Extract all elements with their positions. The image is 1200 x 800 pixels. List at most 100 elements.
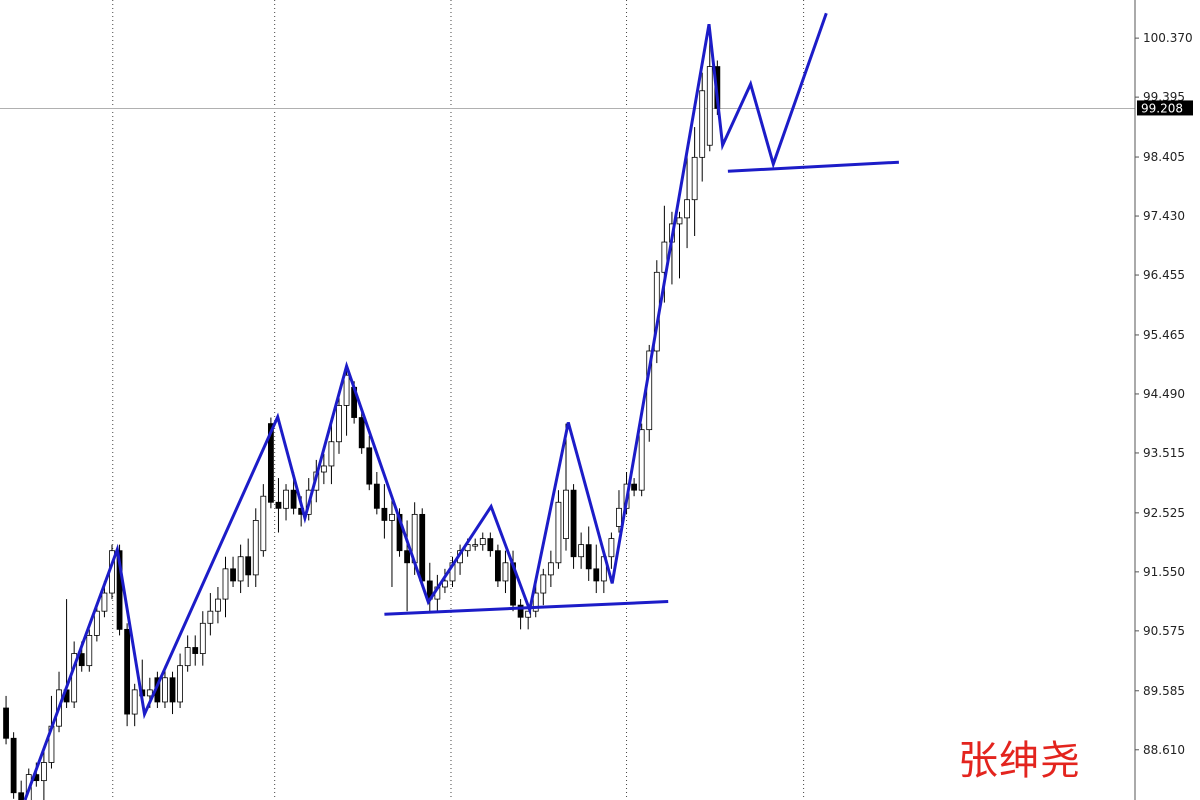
candle	[608, 532, 615, 569]
candle-body-bull	[146, 689, 153, 697]
candle-body-bear	[116, 550, 123, 630]
candle	[199, 611, 206, 666]
candle-body-bear	[78, 653, 85, 667]
candle-body-bull	[86, 635, 93, 667]
candle-body-bear	[404, 550, 410, 564]
candle	[638, 423, 645, 497]
candle	[616, 490, 622, 533]
candle	[245, 538, 252, 587]
candle-body-bull	[676, 217, 683, 225]
candle	[320, 453, 327, 485]
candle-body-bear	[366, 447, 373, 485]
candle	[366, 435, 373, 491]
candle-body-bull	[215, 598, 221, 612]
candle-body-bull	[184, 647, 191, 667]
candle	[222, 556, 229, 618]
candle	[260, 484, 267, 557]
candle	[343, 369, 350, 436]
candle	[169, 671, 176, 715]
candle-body-bull	[131, 689, 138, 715]
candle-body-bear	[494, 550, 501, 582]
candle-body-bull	[578, 544, 585, 558]
candle-body-bull	[207, 610, 214, 624]
candle-body-bull	[532, 592, 539, 612]
candle	[691, 127, 698, 237]
y-tick-label: 90.575	[1143, 624, 1185, 638]
zigzag	[23, 12, 828, 800]
candle	[71, 641, 78, 709]
candle-body-bear	[631, 483, 638, 491]
candle-body-bear	[358, 417, 365, 449]
candle	[184, 635, 191, 672]
candle	[162, 665, 168, 709]
current-price-label: 99.208	[1141, 101, 1183, 115]
candle-body-bear	[275, 501, 282, 509]
candle	[494, 544, 501, 587]
candle	[563, 423, 569, 551]
candle-body-bear	[487, 538, 494, 552]
candle	[540, 568, 547, 606]
candle	[502, 550, 509, 594]
candle-body-bear	[396, 513, 403, 552]
candle-body-bull	[343, 374, 350, 406]
candle	[131, 683, 138, 727]
candle	[124, 623, 131, 727]
support-line	[727, 160, 899, 173]
candle-body-bull	[555, 501, 562, 564]
candle-body-bear	[419, 513, 426, 582]
y-tick-label: 92.525	[1143, 506, 1185, 520]
candle	[676, 211, 683, 279]
candle-body-bull	[40, 762, 47, 782]
candle-body-bear	[373, 483, 380, 509]
y-tick-label: 96.455	[1143, 268, 1185, 282]
candle	[593, 544, 600, 594]
candle-body-bear	[192, 647, 199, 654]
candle-body-bull	[442, 580, 448, 588]
candle-body-bear	[169, 677, 176, 703]
candle	[555, 490, 562, 569]
candle	[177, 653, 183, 709]
candle-body-bull	[336, 405, 342, 443]
candle	[93, 605, 100, 642]
support-line	[384, 600, 669, 616]
candle-body-bull	[691, 156, 698, 201]
candle	[578, 532, 585, 569]
candle-body-bear	[18, 792, 25, 800]
candle-body-bull	[547, 562, 554, 576]
candle-body-bear	[585, 544, 592, 570]
candle-body-bull	[260, 495, 267, 552]
candle-body-bear	[245, 556, 252, 576]
candle-body-bull	[608, 538, 615, 558]
candle-body-bull	[93, 610, 100, 636]
candle-body-bull	[706, 66, 713, 146]
y-tick-label: 88.610	[1143, 743, 1185, 757]
candle	[230, 556, 236, 587]
candle	[237, 544, 244, 594]
candle	[487, 532, 494, 557]
candle-body-bull	[252, 520, 259, 576]
candle-body-bull	[101, 592, 108, 612]
candle	[570, 484, 577, 569]
candle	[207, 593, 214, 636]
candle	[525, 610, 532, 630]
candle-body-bull	[320, 465, 327, 473]
candle-body-bear	[10, 737, 17, 794]
candle-body-bear	[3, 707, 9, 739]
candle	[706, 24, 713, 152]
candle-body-bull	[525, 610, 532, 618]
current-price-tag-bg	[1137, 100, 1193, 116]
candle-body-bear	[517, 604, 524, 618]
candle-body-bull	[222, 568, 229, 600]
candle-body-bull	[479, 538, 486, 546]
candle	[517, 599, 524, 630]
candle-body-bull	[237, 556, 244, 582]
candle-body-bear	[230, 568, 236, 582]
candle	[547, 550, 554, 587]
candle-body-bull	[283, 489, 289, 509]
candle-body-bear	[267, 423, 274, 503]
y-tick-label: 94.490	[1143, 387, 1185, 401]
candle-body-bull	[389, 513, 395, 521]
candle	[585, 526, 592, 581]
candle-body-bull	[472, 544, 479, 547]
